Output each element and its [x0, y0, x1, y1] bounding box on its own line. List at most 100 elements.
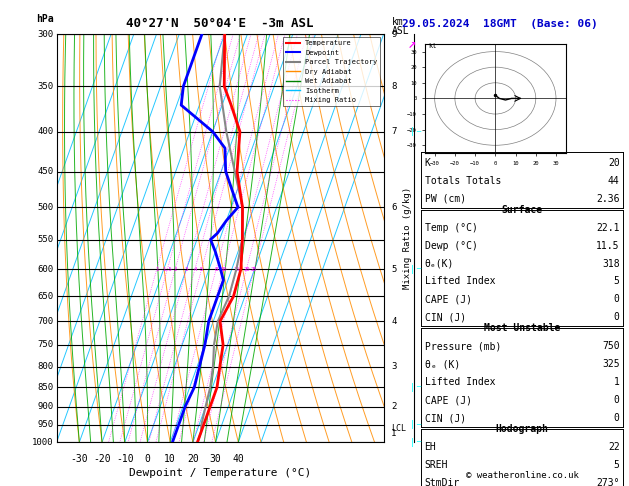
- Text: ─: ─: [416, 439, 421, 445]
- Text: © weatheronline.co.uk: © weatheronline.co.uk: [465, 471, 579, 480]
- Text: 22.1: 22.1: [596, 223, 620, 232]
- Text: 950: 950: [37, 420, 53, 429]
- Text: 600: 600: [37, 264, 53, 274]
- Text: Dewpoint / Temperature (°C): Dewpoint / Temperature (°C): [129, 469, 311, 478]
- Text: 8: 8: [214, 266, 218, 272]
- Text: 750: 750: [602, 341, 620, 351]
- Text: 273°: 273°: [596, 478, 620, 486]
- Text: 2.36: 2.36: [596, 194, 620, 204]
- Text: 30: 30: [209, 454, 221, 465]
- Text: CAPE (J): CAPE (J): [425, 395, 472, 405]
- Text: Dewp (°C): Dewp (°C): [425, 241, 477, 250]
- Text: 750: 750: [37, 340, 53, 349]
- Text: Mixing Ratio (g/kg): Mixing Ratio (g/kg): [403, 187, 412, 289]
- Text: 10: 10: [220, 266, 226, 272]
- Text: -20: -20: [93, 454, 111, 465]
- Text: K: K: [425, 158, 430, 168]
- Text: 2: 2: [391, 402, 397, 411]
- Text: 0: 0: [614, 295, 620, 304]
- Text: kt: kt: [428, 43, 437, 50]
- Text: Pressure (mb): Pressure (mb): [425, 341, 501, 351]
- Text: EH: EH: [425, 442, 437, 452]
- Text: 1: 1: [391, 429, 397, 438]
- Text: 5: 5: [614, 460, 620, 470]
- Text: 0: 0: [614, 395, 620, 405]
- Text: 22: 22: [608, 442, 620, 452]
- Text: 325: 325: [602, 359, 620, 369]
- Text: 800: 800: [37, 362, 53, 371]
- Text: 9: 9: [391, 30, 397, 38]
- Text: 5: 5: [200, 266, 203, 272]
- Text: 2: 2: [174, 266, 177, 272]
- Text: Lifted Index: Lifted Index: [425, 277, 495, 286]
- Text: 6: 6: [391, 203, 397, 212]
- Text: θₑ (K): θₑ (K): [425, 359, 460, 369]
- Text: -30: -30: [70, 454, 88, 465]
- Text: ─: ─: [416, 384, 421, 390]
- Text: 5: 5: [391, 264, 397, 274]
- Text: CIN (J): CIN (J): [425, 413, 465, 423]
- Text: 25: 25: [251, 266, 257, 272]
- Text: 1.5: 1.5: [162, 266, 172, 272]
- Text: Temp (°C): Temp (°C): [425, 223, 477, 232]
- Text: 40: 40: [233, 454, 244, 465]
- Text: 700: 700: [37, 317, 53, 326]
- Text: 900: 900: [37, 402, 53, 411]
- Text: LCL: LCL: [391, 424, 406, 433]
- Text: 0: 0: [614, 413, 620, 423]
- Text: ASL: ASL: [392, 26, 409, 36]
- Text: |: |: [410, 127, 415, 136]
- Text: 3: 3: [185, 266, 188, 272]
- Text: ─: ─: [416, 422, 421, 428]
- Text: 29.05.2024  18GMT  (Base: 06): 29.05.2024 18GMT (Base: 06): [402, 19, 598, 29]
- Text: Surface: Surface: [501, 205, 543, 214]
- Text: 15: 15: [233, 266, 240, 272]
- Text: |: |: [410, 438, 415, 447]
- Text: 3: 3: [391, 362, 397, 371]
- Text: θₑ(K): θₑ(K): [425, 259, 454, 268]
- Text: 7: 7: [391, 127, 397, 136]
- Text: |: |: [410, 420, 415, 429]
- Text: ↗: ↗: [408, 37, 416, 51]
- Text: 20: 20: [187, 454, 199, 465]
- Text: 300: 300: [37, 30, 53, 38]
- Text: 20: 20: [608, 158, 620, 168]
- Text: 5: 5: [614, 277, 620, 286]
- Text: ─: ─: [416, 129, 421, 135]
- Text: CAPE (J): CAPE (J): [425, 295, 472, 304]
- Text: -10: -10: [116, 454, 133, 465]
- Text: 44: 44: [608, 176, 620, 186]
- Text: CIN (J): CIN (J): [425, 312, 465, 322]
- Text: 1: 1: [614, 377, 620, 387]
- Text: hPa: hPa: [36, 14, 53, 24]
- Text: 450: 450: [37, 167, 53, 176]
- Text: |: |: [410, 382, 415, 392]
- Text: 400: 400: [37, 127, 53, 136]
- Text: Lifted Index: Lifted Index: [425, 377, 495, 387]
- Text: 0: 0: [145, 454, 150, 465]
- Text: 850: 850: [37, 382, 53, 392]
- Text: km: km: [392, 17, 404, 27]
- Text: 0: 0: [614, 312, 620, 322]
- Text: StmDir: StmDir: [425, 478, 460, 486]
- Text: ─: ─: [416, 266, 421, 272]
- Text: 318: 318: [602, 259, 620, 268]
- Text: 1000: 1000: [32, 438, 53, 447]
- Text: Most Unstable: Most Unstable: [484, 323, 560, 333]
- Text: PW (cm): PW (cm): [425, 194, 465, 204]
- Text: 500: 500: [37, 203, 53, 212]
- Text: 40°27'N  50°04'E  -3m ASL: 40°27'N 50°04'E -3m ASL: [126, 17, 314, 30]
- Text: 10: 10: [164, 454, 176, 465]
- Text: 550: 550: [37, 235, 53, 244]
- Text: Totals Totals: Totals Totals: [425, 176, 501, 186]
- Text: SREH: SREH: [425, 460, 448, 470]
- Text: 20: 20: [243, 266, 250, 272]
- Text: Hodograph: Hodograph: [496, 424, 548, 434]
- Text: 4: 4: [193, 266, 196, 272]
- Text: 4: 4: [391, 317, 397, 326]
- Text: 1: 1: [155, 266, 159, 272]
- Text: 350: 350: [37, 82, 53, 91]
- Legend: Temperature, Dewpoint, Parcel Trajectory, Dry Adiabat, Wet Adiabat, Isotherm, Mi: Temperature, Dewpoint, Parcel Trajectory…: [283, 37, 380, 106]
- Text: 650: 650: [37, 292, 53, 301]
- Text: |: |: [410, 264, 415, 274]
